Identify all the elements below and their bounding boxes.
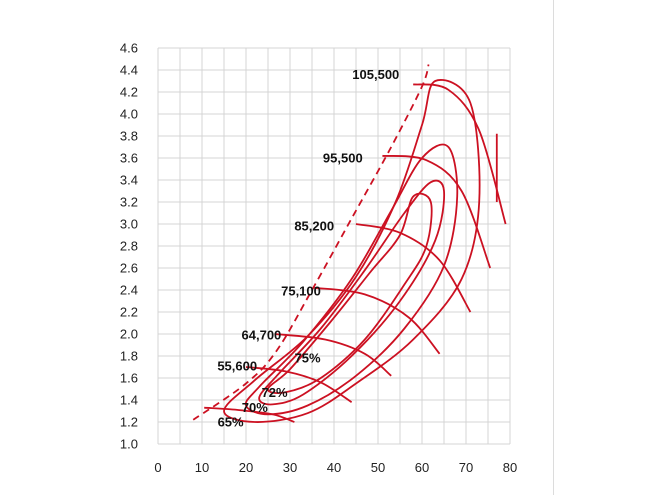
x-tick-label: 10	[195, 460, 209, 475]
data-label: 85,200	[294, 219, 334, 234]
y-tick-label: 1.4	[120, 393, 138, 408]
data-label: 75%	[295, 351, 321, 366]
y-tick-label: 3.4	[120, 173, 138, 188]
data-label: 70%	[242, 400, 268, 415]
y-tick-label: 1.6	[120, 371, 138, 386]
y-tick-label: 2.4	[120, 283, 138, 298]
y-tick-label: 2.0	[120, 327, 138, 342]
x-tick-label: 0	[154, 460, 161, 475]
y-tick-label: 4.2	[120, 85, 138, 100]
efficiency-island	[267, 192, 433, 394]
x-tick-label: 50	[371, 460, 385, 475]
x-tick-label: 20	[239, 460, 253, 475]
grid-layer	[157, 47, 511, 445]
efficiency-island	[223, 79, 481, 423]
speed-line	[204, 406, 295, 423]
y-tick-label: 3.6	[120, 151, 138, 166]
x-tick-label: 60	[415, 460, 429, 475]
speed-line	[382, 154, 492, 269]
surge-line	[192, 64, 430, 421]
label-layer: 105,500 95,500 85,200 75,100 64,700 55,600 75%…	[217, 67, 399, 430]
axis-layer: 0 10 20 30 40 50 60 70 80 1.0 1.2 1.4 1.6 1.8 2.0 2.2 2.…	[120, 41, 517, 476]
efficiency-island	[258, 179, 446, 406]
data-label: 65%	[218, 415, 244, 430]
y-tick-label: 1.2	[120, 415, 138, 430]
data-label: 75,100	[281, 284, 321, 299]
speed-line	[355, 223, 472, 313]
speed-line	[274, 333, 392, 377]
y-tick-label: 2.2	[120, 305, 138, 320]
y-tick-label: 2.6	[120, 261, 138, 276]
y-tick-label: 3.2	[120, 195, 138, 210]
data-label: 72%	[262, 385, 288, 400]
x-tick-label: 40	[327, 460, 341, 475]
data-label: 55,600	[217, 358, 257, 373]
y-tick-label: 4.6	[120, 41, 138, 56]
page-divider	[553, 0, 554, 495]
data-label: 95,500	[323, 151, 363, 166]
y-tick-label: 4.0	[120, 107, 138, 122]
x-tick-label: 80	[503, 460, 517, 475]
efficiency-island	[244, 143, 459, 416]
y-tick-label: 1.8	[120, 349, 138, 364]
y-tick-label: 2.8	[120, 239, 138, 254]
y-tick-label: 3.8	[120, 129, 138, 144]
data-label: 64,700	[242, 328, 282, 343]
x-tick-label: 30	[283, 460, 297, 475]
data-layer	[192, 64, 507, 423]
x-tick-label: 70	[459, 460, 473, 475]
data-label: 105,500	[352, 67, 399, 82]
y-tick-label: 1.0	[120, 437, 138, 452]
y-tick-label: 3.0	[120, 217, 138, 232]
speed-line	[314, 286, 441, 355]
y-tick-label: 4.4	[120, 63, 138, 78]
